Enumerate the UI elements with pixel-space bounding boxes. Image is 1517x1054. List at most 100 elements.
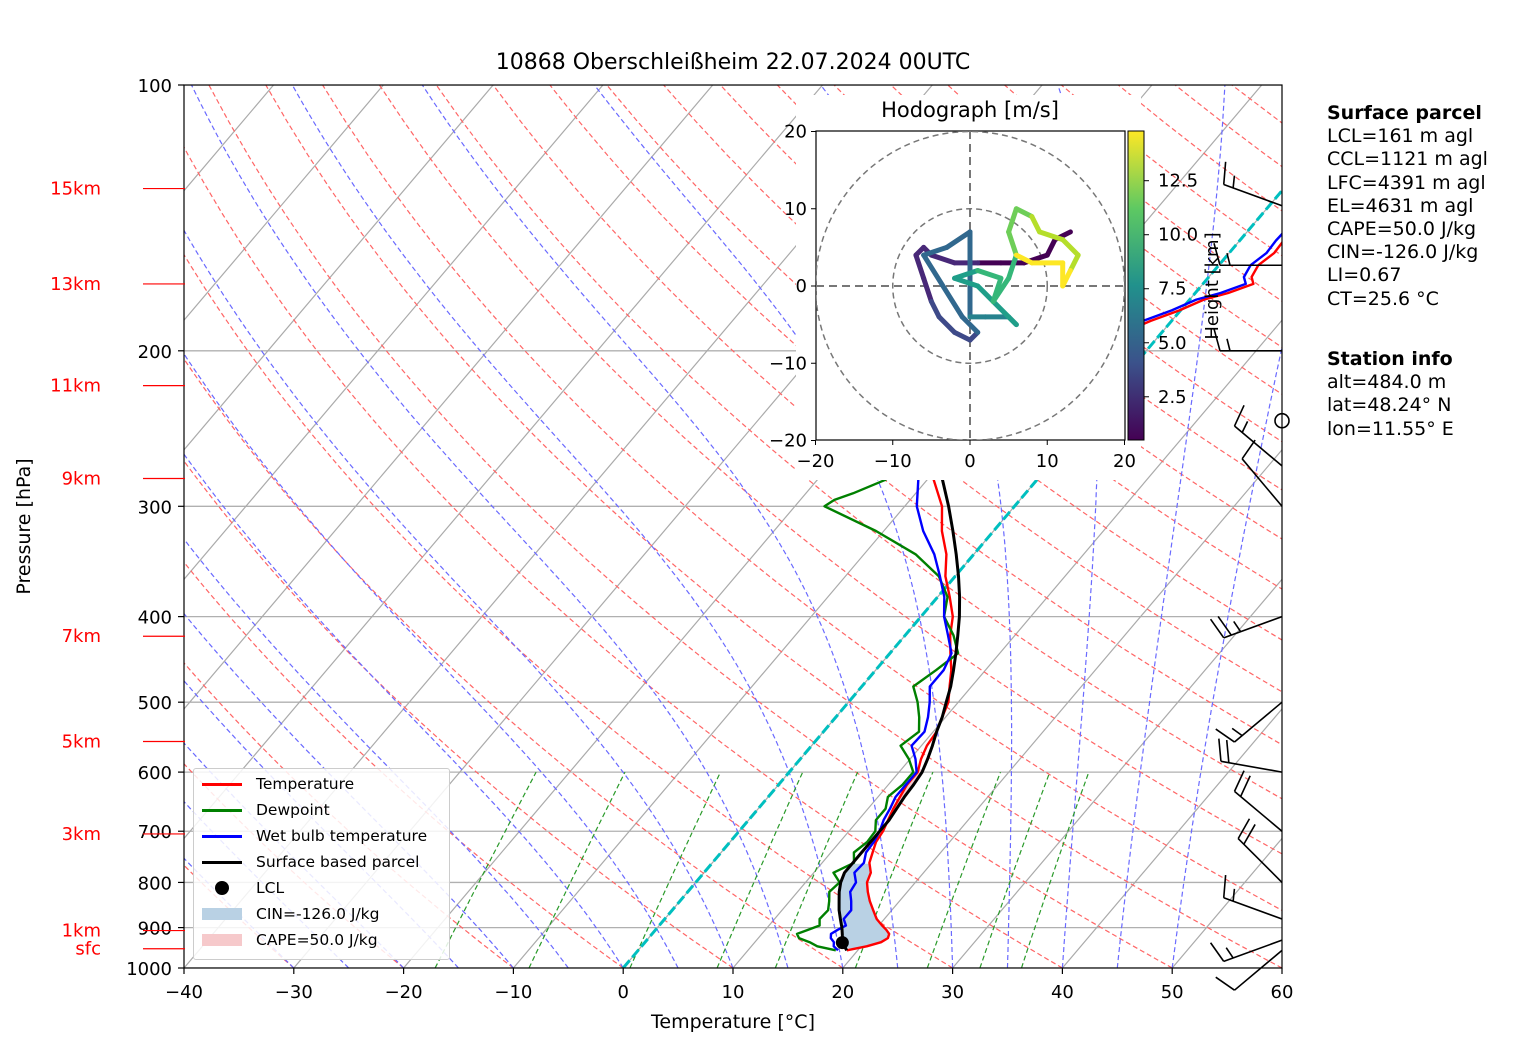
legend-swatch xyxy=(202,800,242,820)
surface-parcel-line: LFC=4391 m agl xyxy=(1327,171,1486,194)
barb-half-flag xyxy=(1231,727,1243,737)
height-label: 7km xyxy=(62,626,101,647)
wind-barb xyxy=(1218,738,1283,773)
barb-flag xyxy=(1215,976,1235,991)
legend-label: CAPE=50.0 J/kg xyxy=(256,931,378,949)
hodograph-segment xyxy=(944,229,973,250)
hodograph-y-tick-label: 0 xyxy=(796,276,807,297)
y-tick-label: 200 xyxy=(138,342,172,363)
barb-flag xyxy=(1213,243,1221,266)
barb-half-flag xyxy=(1225,947,1234,959)
hodograph-segment xyxy=(1013,206,1035,219)
barb-flag xyxy=(1233,404,1245,427)
hodograph-y-tick-label: 20 xyxy=(784,122,807,143)
height-label: 1km xyxy=(62,921,101,942)
hodograph-segment xyxy=(1006,206,1019,235)
isotherm xyxy=(842,448,1282,968)
surface-parcel-line: CT=25.6 °C xyxy=(1327,287,1439,310)
wind-barb xyxy=(1222,874,1283,920)
moist-adiabat xyxy=(184,352,679,968)
isotherm xyxy=(952,578,1282,968)
y-tick-label: 600 xyxy=(138,763,172,784)
surface-parcel-heading: Surface parcel xyxy=(1327,102,1482,124)
barb-half-flag xyxy=(1232,175,1236,189)
hodograph-segment xyxy=(959,314,981,335)
height-label: 13km xyxy=(50,274,101,295)
colorbar xyxy=(1127,130,1145,441)
dry-adiabat xyxy=(184,145,1063,968)
x-tick-label: 40 xyxy=(1051,982,1074,1003)
mixing-ratio-line xyxy=(434,771,537,968)
hodograph-segment xyxy=(1037,229,1066,243)
legend-label: Dewpoint xyxy=(256,801,330,819)
colorbar-tick-label: 7.5 xyxy=(1158,279,1187,300)
barb-shaft xyxy=(1220,760,1283,773)
cin-area xyxy=(839,863,889,949)
barb-shaft xyxy=(1233,949,1283,991)
hodograph-y-tick-label: −20 xyxy=(769,431,807,452)
dry-adiabat xyxy=(265,85,1282,968)
surface-parcel-line: CIN=-126.0 J/kg xyxy=(1327,241,1479,264)
y-tick-label: 800 xyxy=(138,873,172,894)
barb-shaft xyxy=(1241,458,1283,507)
barb-shaft xyxy=(1223,615,1283,639)
colorbar-label: Height [km] xyxy=(1202,232,1223,339)
wind-barb xyxy=(1233,770,1283,832)
hodograph-x-tick-label: 10 xyxy=(1036,451,1059,472)
barb-flag xyxy=(1237,818,1251,839)
legend-item-temperature: Temperature xyxy=(202,771,354,797)
barb-flag xyxy=(1222,161,1227,185)
y-tick-label: 1000 xyxy=(126,959,172,980)
x-tick-label: −20 xyxy=(385,982,423,1003)
legend-label: Surface based parcel xyxy=(256,853,420,871)
legend-swatch xyxy=(202,852,242,872)
x-tick-label: 30 xyxy=(941,982,964,1003)
x-tick-label: 50 xyxy=(1161,982,1184,1003)
hodograph-segment xyxy=(921,275,934,304)
y-tick-label: 900 xyxy=(138,919,172,940)
legend-item-cape: CAPE=50.0 J/kg xyxy=(202,927,378,953)
wind-barb xyxy=(1213,328,1282,352)
wet-bulb-line xyxy=(829,232,1282,952)
hodograph-ring xyxy=(816,131,1125,440)
x-tick-label: 0 xyxy=(617,982,628,1003)
barb-flag xyxy=(1243,824,1256,845)
wind-barb xyxy=(1233,404,1283,467)
chart-title: 10868 Oberschleißheim 22.07.2024 00UTC xyxy=(495,50,971,75)
hodograph-y-tick-label: 10 xyxy=(784,199,807,220)
hodograph: Hodograph [m/s] −20 −10 0 10 20 −20 −10 0 10 20 2.5… xyxy=(769,95,1223,480)
legend-label: LCL xyxy=(256,879,285,897)
moist-adiabat xyxy=(184,453,624,968)
hodograph-segment xyxy=(936,314,958,335)
hodograph-segment xyxy=(952,329,973,343)
barb-flag xyxy=(1217,616,1232,636)
mixing-ratio-line xyxy=(1020,771,1090,968)
isotherm xyxy=(184,85,384,322)
hodograph-segment xyxy=(990,298,1019,328)
surface-parcel-line: CCL=1121 m agl xyxy=(1327,148,1488,171)
wind-barb xyxy=(1241,439,1283,507)
zero-isotherm xyxy=(622,188,1282,968)
moist-adiabat xyxy=(184,612,514,968)
hodograph-segment xyxy=(1013,252,1035,266)
barb-flag xyxy=(1209,618,1225,639)
barb-shaft xyxy=(1237,838,1283,883)
cape-cin-fills xyxy=(839,769,924,949)
barb-flag xyxy=(1241,439,1256,460)
y-tick-label: 700 xyxy=(138,822,172,843)
wind-barb xyxy=(1215,701,1283,743)
mixing-ratio-line xyxy=(528,771,626,968)
y-tick-label: 400 xyxy=(138,608,172,629)
moist-adiabat xyxy=(184,229,734,968)
wind-barb xyxy=(1213,243,1282,267)
hodograph-title: Hodograph [m/s] xyxy=(881,98,1059,122)
hodograph-segment xyxy=(928,252,958,266)
station-info-line: alt=484.0 m xyxy=(1327,371,1447,394)
legend-swatch xyxy=(202,904,242,924)
mixing-ratio-line xyxy=(716,771,804,968)
legend-item-parcel: Surface based parcel xyxy=(202,849,419,875)
hodograph-x-tick-label: −10 xyxy=(874,451,912,472)
legend-label: CIN=-126.0 J/kg xyxy=(256,905,380,923)
wind-barb xyxy=(1237,818,1283,883)
dry-adiabat xyxy=(184,357,844,968)
